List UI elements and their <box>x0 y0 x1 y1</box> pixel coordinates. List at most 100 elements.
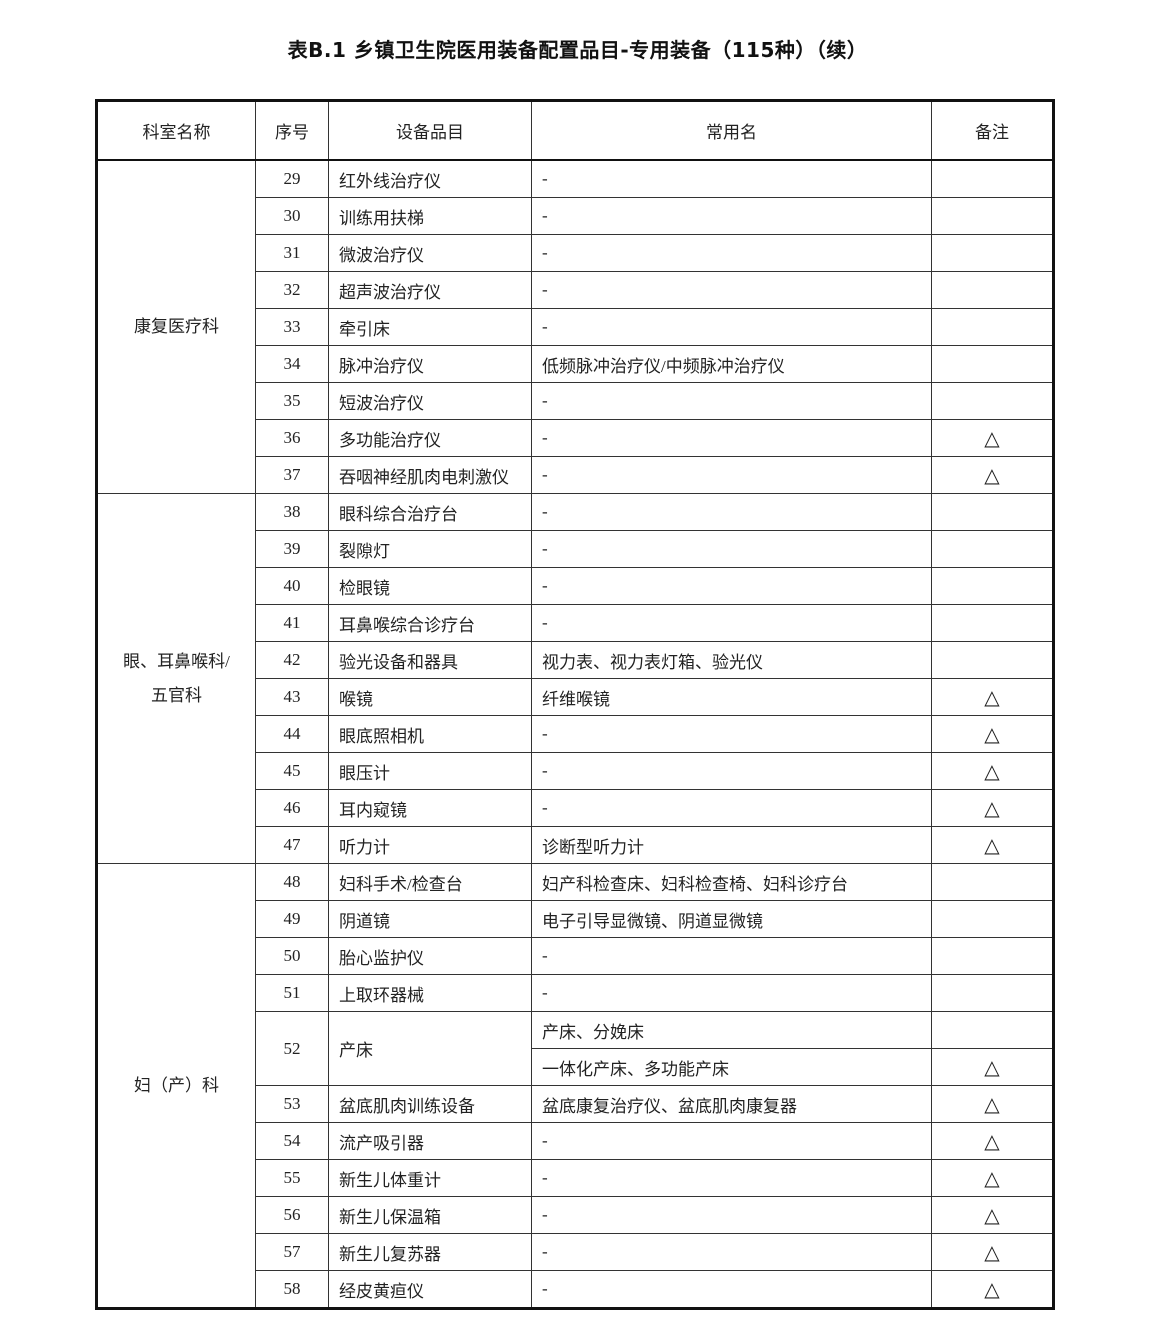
equipment-item-cell: 眼底照相机 <box>328 715 532 753</box>
remarks-cell: △ <box>931 419 1054 457</box>
common-name-cell: - <box>531 604 932 642</box>
table-row: 一体化产床、多功能产床 △ <box>97 1048 1054 1086</box>
remarks-cell <box>931 937 1054 975</box>
equipment-item-cell: 新生儿保温箱 <box>328 1196 532 1234</box>
equipment-item-cell: 裂隙灯 <box>328 530 532 568</box>
number-cell: 48 <box>255 863 329 901</box>
number-cell: 56 <box>255 1196 329 1234</box>
remarks-cell: △ <box>931 678 1054 716</box>
table-row: 43 喉镜 纤维喉镜 △ <box>97 678 1054 716</box>
equipment-item-cell: 阴道镜 <box>328 900 532 938</box>
remarks-cell <box>931 641 1054 679</box>
equipment-item-cell: 耳鼻喉综合诊疗台 <box>328 604 532 642</box>
remarks-cell: △ <box>931 752 1054 790</box>
equipment-item-cell: 眼科综合治疗台 <box>328 493 532 531</box>
table-row: 55 新生儿体重计 - △ <box>97 1159 1054 1197</box>
equipment-item-cell: 新生儿体重计 <box>328 1159 532 1197</box>
remarks-cell <box>931 197 1054 235</box>
common-name-cell: - <box>531 937 932 975</box>
number-cell: 30 <box>255 197 329 235</box>
common-name-cell: - <box>531 197 932 235</box>
header-department: 科室名称 <box>96 100 256 161</box>
number-cell: 42 <box>255 641 329 679</box>
department-name: 妇（产）科 <box>134 1075 219 1095</box>
number-cell: 45 <box>255 752 329 790</box>
number-cell: 40 <box>255 567 329 605</box>
common-name-cell: - <box>531 1196 932 1234</box>
number-cell: 52 <box>255 1011 329 1086</box>
table-row: 31 微波治疗仪 - <box>97 234 1054 272</box>
remarks-cell <box>931 234 1054 272</box>
common-name-cell: 纤维喉镜 <box>531 678 932 716</box>
table-row: 39 裂隙灯 - <box>97 530 1054 568</box>
table-row: 58 经皮黄疸仪 - △ <box>97 1270 1054 1309</box>
common-name-cell: - <box>531 974 932 1012</box>
common-name-cell: 电子引导显微镜、阴道显微镜 <box>531 900 932 938</box>
remarks-cell: △ <box>931 1233 1054 1271</box>
remarks-cell <box>931 345 1054 383</box>
equipment-item-cell: 吞咽神经肌肉电刺激仪 <box>328 456 532 494</box>
number-cell: 53 <box>255 1085 329 1123</box>
equipment-item-cell: 训练用扶梯 <box>328 197 532 235</box>
number-cell: 46 <box>255 789 329 827</box>
remarks-cell <box>931 604 1054 642</box>
equipment-item-cell: 短波治疗仪 <box>328 382 532 420</box>
number-cell: 50 <box>255 937 329 975</box>
table-row: 41 耳鼻喉综合诊疗台 - <box>97 604 1054 642</box>
equipment-item-cell: 耳内窥镜 <box>328 789 532 827</box>
table-row: 44 眼底照相机 - △ <box>97 715 1054 753</box>
common-name-cell: - <box>531 715 932 753</box>
equipment-item-cell: 红外线治疗仪 <box>328 159 532 198</box>
common-name-cell: 低频脉冲治疗仪/中频脉冲治疗仪 <box>531 345 932 383</box>
table-row: 33 牵引床 - <box>97 308 1054 346</box>
number-cell: 36 <box>255 419 329 457</box>
table-row: 30 训练用扶梯 - <box>97 197 1054 235</box>
header-equipment-item: 设备品目 <box>328 100 532 161</box>
table-row: 42 验光设备和器具 视力表、视力表灯箱、验光仪 <box>97 641 1054 679</box>
equipment-item-cell: 盆底肌肉训练设备 <box>328 1085 532 1123</box>
table-body: 康复医疗科 29 红外线治疗仪 -30 训练用扶梯 -31 微波治疗仪 -32 超声波治疗仪 -3… <box>96 159 1054 1309</box>
equipment-item-cell: 新生儿复苏器 <box>328 1233 532 1271</box>
remarks-cell: △ <box>931 789 1054 827</box>
common-name-cell: - <box>531 1122 932 1160</box>
equipment-table: 科室名称 序号 设备品目 常用名 备注 康复医疗科 29 红外线治疗仪 -30 训练用扶… <box>95 99 1055 1310</box>
table-row: 34 脉冲治疗仪 低频脉冲治疗仪/中频脉冲治疗仪 <box>97 345 1054 383</box>
common-name-cell: - <box>531 308 932 346</box>
remarks-cell: △ <box>931 1196 1054 1234</box>
header-row: 科室名称 序号 设备品目 常用名 备注 <box>96 100 1054 161</box>
table-row: 康复医疗科 29 红外线治疗仪 - <box>96 159 1054 494</box>
common-name-cell: - <box>531 567 932 605</box>
common-name-cell: 视力表、视力表灯箱、验光仪 <box>531 641 932 679</box>
table-row: 眼、耳鼻喉科/五官科 38 眼科综合治疗台 - <box>96 493 1054 864</box>
common-name-cell: - <box>531 530 932 568</box>
equipment-item-cell: 牵引床 <box>328 308 532 346</box>
equipment-item-cell: 多功能治疗仪 <box>328 419 532 457</box>
equipment-item-cell: 检眼镜 <box>328 567 532 605</box>
table-row: 56 新生儿保温箱 - △ <box>97 1196 1054 1234</box>
equipment-item-cell: 产床 <box>328 1011 532 1086</box>
department-name: 康复医疗科 <box>134 317 219 336</box>
number-cell: 35 <box>255 382 329 420</box>
remarks-cell: △ <box>931 1122 1054 1160</box>
equipment-item-cell: 脉冲治疗仪 <box>328 345 532 383</box>
equipment-item-cell: 流产吸引器 <box>328 1122 532 1160</box>
number-cell: 31 <box>255 234 329 272</box>
equipment-item-cell: 上取环器械 <box>328 974 532 1012</box>
table-row: 54 流产吸引器 - △ <box>97 1122 1054 1160</box>
remarks-cell <box>931 974 1054 1012</box>
table-row: 40 检眼镜 - <box>97 567 1054 605</box>
number-cell: 43 <box>255 678 329 716</box>
common-name-cell: - <box>531 234 932 272</box>
number-cell: 44 <box>255 715 329 753</box>
number-cell: 54 <box>255 1122 329 1160</box>
table-header: 科室名称 序号 设备品目 常用名 备注 <box>96 100 1054 161</box>
remarks-cell <box>931 530 1054 568</box>
equipment-item-cell: 眼压计 <box>328 752 532 790</box>
number-cell: 58 <box>255 1270 329 1309</box>
equipment-item-cell: 经皮黄疸仪 <box>328 1270 532 1309</box>
common-name-cell: - <box>531 382 932 420</box>
equipment-item-cell: 喉镜 <box>328 678 532 716</box>
remarks-cell <box>931 1011 1054 1049</box>
number-cell: 34 <box>255 345 329 383</box>
common-name-cell: - <box>531 789 932 827</box>
